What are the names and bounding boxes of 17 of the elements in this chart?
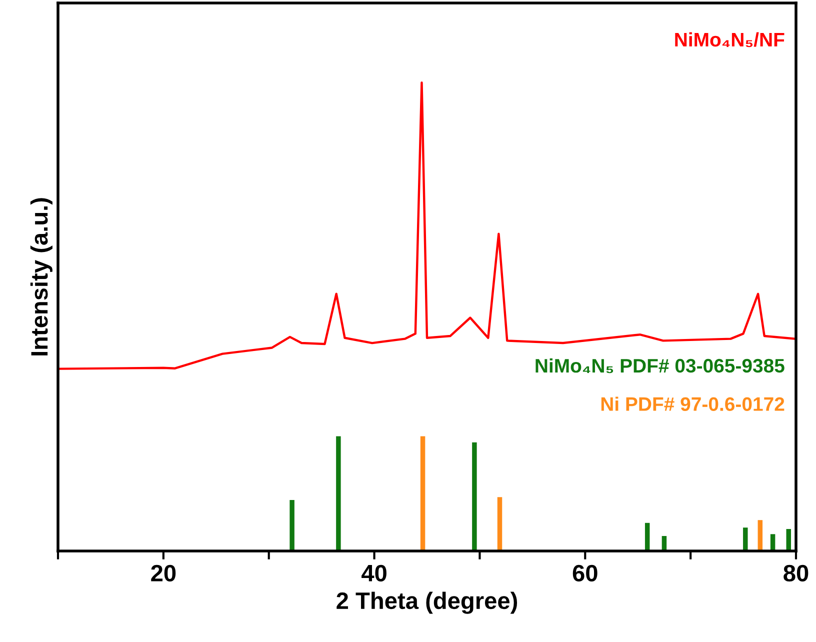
x-tick-label: 60 (572, 564, 598, 582)
bar (497, 497, 502, 551)
bar (472, 442, 477, 551)
bar (336, 436, 341, 551)
bar (758, 520, 763, 551)
x-axis-title: 2 Theta (degree) (336, 592, 518, 614)
x-tick-label: 20 (151, 564, 176, 582)
x-tick-label: 80 (784, 564, 808, 582)
bar (290, 500, 294, 551)
text: Ni PDF# 97-0.6-0172 (601, 396, 784, 411)
bar (743, 528, 748, 551)
y-axis-title: Intensity (a.u.) (30, 198, 52, 356)
text: NiMo₄N₅ PDF# 03-065-9385 (536, 358, 784, 374)
bar (420, 436, 426, 551)
bar (786, 528, 791, 551)
text: NiMo₄N₅/NF (675, 32, 784, 48)
x-tick-label: 40 (362, 564, 386, 582)
